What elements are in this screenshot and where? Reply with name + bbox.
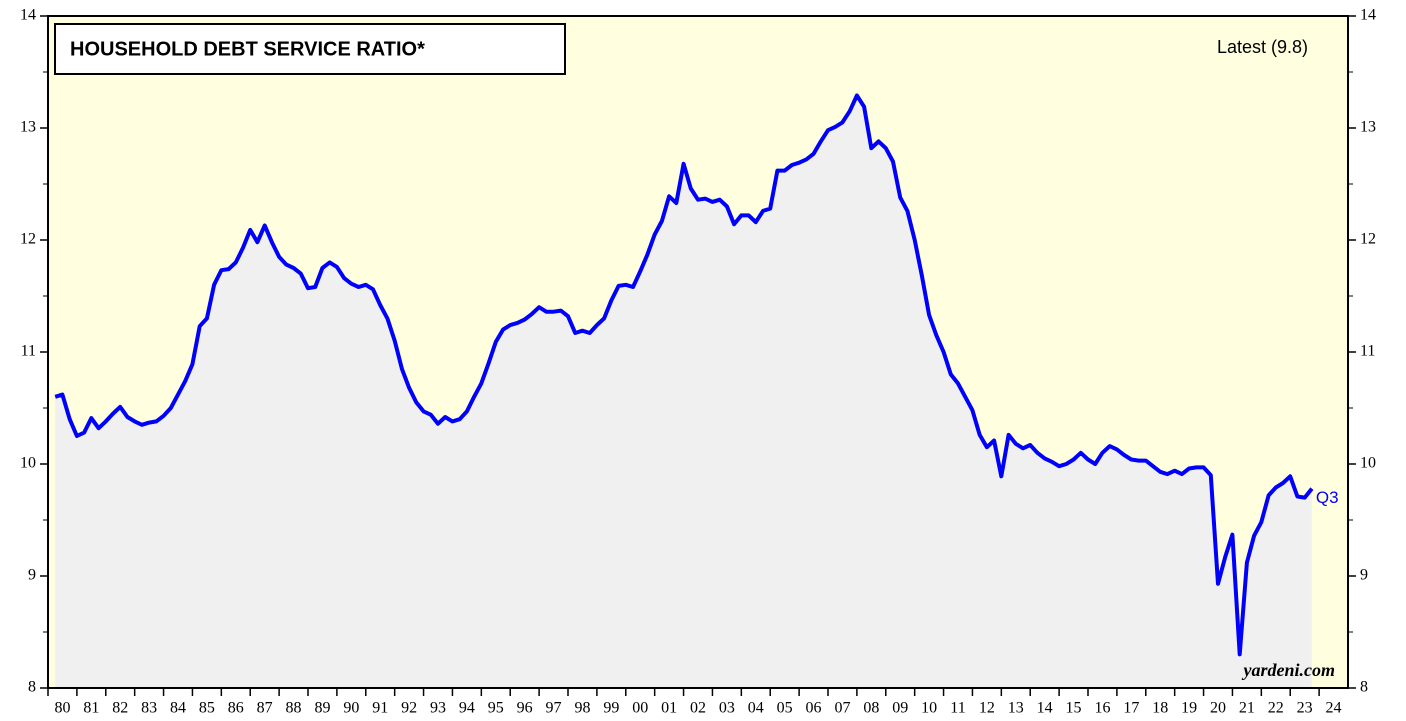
y2-tick-label: 10	[1360, 455, 1376, 472]
x-tick-label: 92	[401, 700, 417, 717]
x-tick-label: 95	[488, 700, 504, 717]
y2-tick-label: 13	[1360, 119, 1376, 136]
x-tick-label: 00	[632, 700, 648, 717]
y2-tick-label: 12	[1360, 231, 1376, 248]
x-tick-label: 80	[54, 700, 70, 717]
title-box	[54, 23, 566, 75]
x-tick-label: 81	[83, 700, 99, 717]
y2-tick-label: 8	[1360, 679, 1368, 696]
x-tick-label: 14	[1037, 700, 1053, 717]
line	[54, 93, 1314, 657]
area	[55, 95, 1312, 688]
x-tick-label: 11	[950, 700, 965, 717]
x-tick-label: 20	[1210, 700, 1226, 717]
x-tick-label: 83	[141, 700, 157, 717]
x-tick-label: 16	[1094, 700, 1110, 717]
x-tick-label: 88	[286, 700, 302, 717]
x-tick-label: 15	[1066, 700, 1082, 717]
x-tick-label: 18	[1152, 700, 1168, 717]
x-tick-label: 01	[661, 700, 677, 717]
x-tick-label: 22	[1268, 700, 1284, 717]
x-tick-label: 10	[921, 700, 937, 717]
x-tick-label: 09	[892, 700, 908, 717]
x-tick-label: 23	[1297, 700, 1313, 717]
y-tick-label: 13	[20, 119, 36, 136]
chart-title: HOUSEHOLD DEBT SERVICE RATIO*	[70, 38, 425, 60]
x-tick-label: 24	[1326, 700, 1342, 717]
x-tick-label: 87	[257, 700, 273, 717]
source: yardeni.com	[1242, 660, 1336, 680]
x-tick-label: 98	[574, 700, 590, 717]
x-tick-label: 19	[1181, 700, 1197, 717]
y2-tick-label: 9	[1360, 567, 1368, 584]
x-tick-label: 84	[170, 700, 186, 717]
plot-area	[48, 16, 1348, 688]
x-tick-label: 90	[343, 700, 359, 717]
y-tick-label: 14	[20, 7, 36, 24]
x-tick-label: 12	[979, 700, 995, 717]
x-tick-label: 13	[1008, 700, 1024, 717]
y2-tick-label: 11	[1360, 343, 1375, 360]
y-tick-label: 11	[21, 343, 36, 360]
x-tick-label: 21	[1239, 700, 1255, 717]
y-tick-label: 10	[20, 455, 36, 472]
y-tick-label: 8	[28, 679, 36, 696]
x-tick-label: 91	[372, 700, 388, 717]
x-tick-label: 99	[603, 700, 619, 717]
x-tick-label: 82	[112, 700, 128, 717]
y-tick-label: 12	[20, 231, 36, 248]
x-tick-label: 17	[1123, 700, 1139, 717]
x-tick-label: 85	[199, 700, 215, 717]
x-tick-label: 04	[748, 700, 764, 717]
x-tick-label: 93	[430, 700, 446, 717]
x-tick-label: 07	[834, 700, 850, 717]
x-tick-label: 94	[459, 700, 475, 717]
end-label: Q3	[1316, 488, 1339, 507]
x-tick-label: 97	[546, 700, 562, 717]
y2-tick-label: 14	[1360, 7, 1376, 24]
x-tick-label: 86	[228, 700, 244, 717]
y-tick-label: 9	[28, 567, 36, 584]
x-tick-label: 02	[690, 700, 706, 717]
x-tick-label: 05	[777, 700, 793, 717]
latest-label: Latest (9.8)	[1217, 37, 1308, 57]
x-tick-label: 08	[863, 700, 879, 717]
x-tick-label: 89	[314, 700, 330, 717]
x-tick-label: 96	[517, 700, 533, 717]
x-tick-label: 03	[719, 700, 735, 717]
x-tick-label: 06	[806, 700, 822, 717]
